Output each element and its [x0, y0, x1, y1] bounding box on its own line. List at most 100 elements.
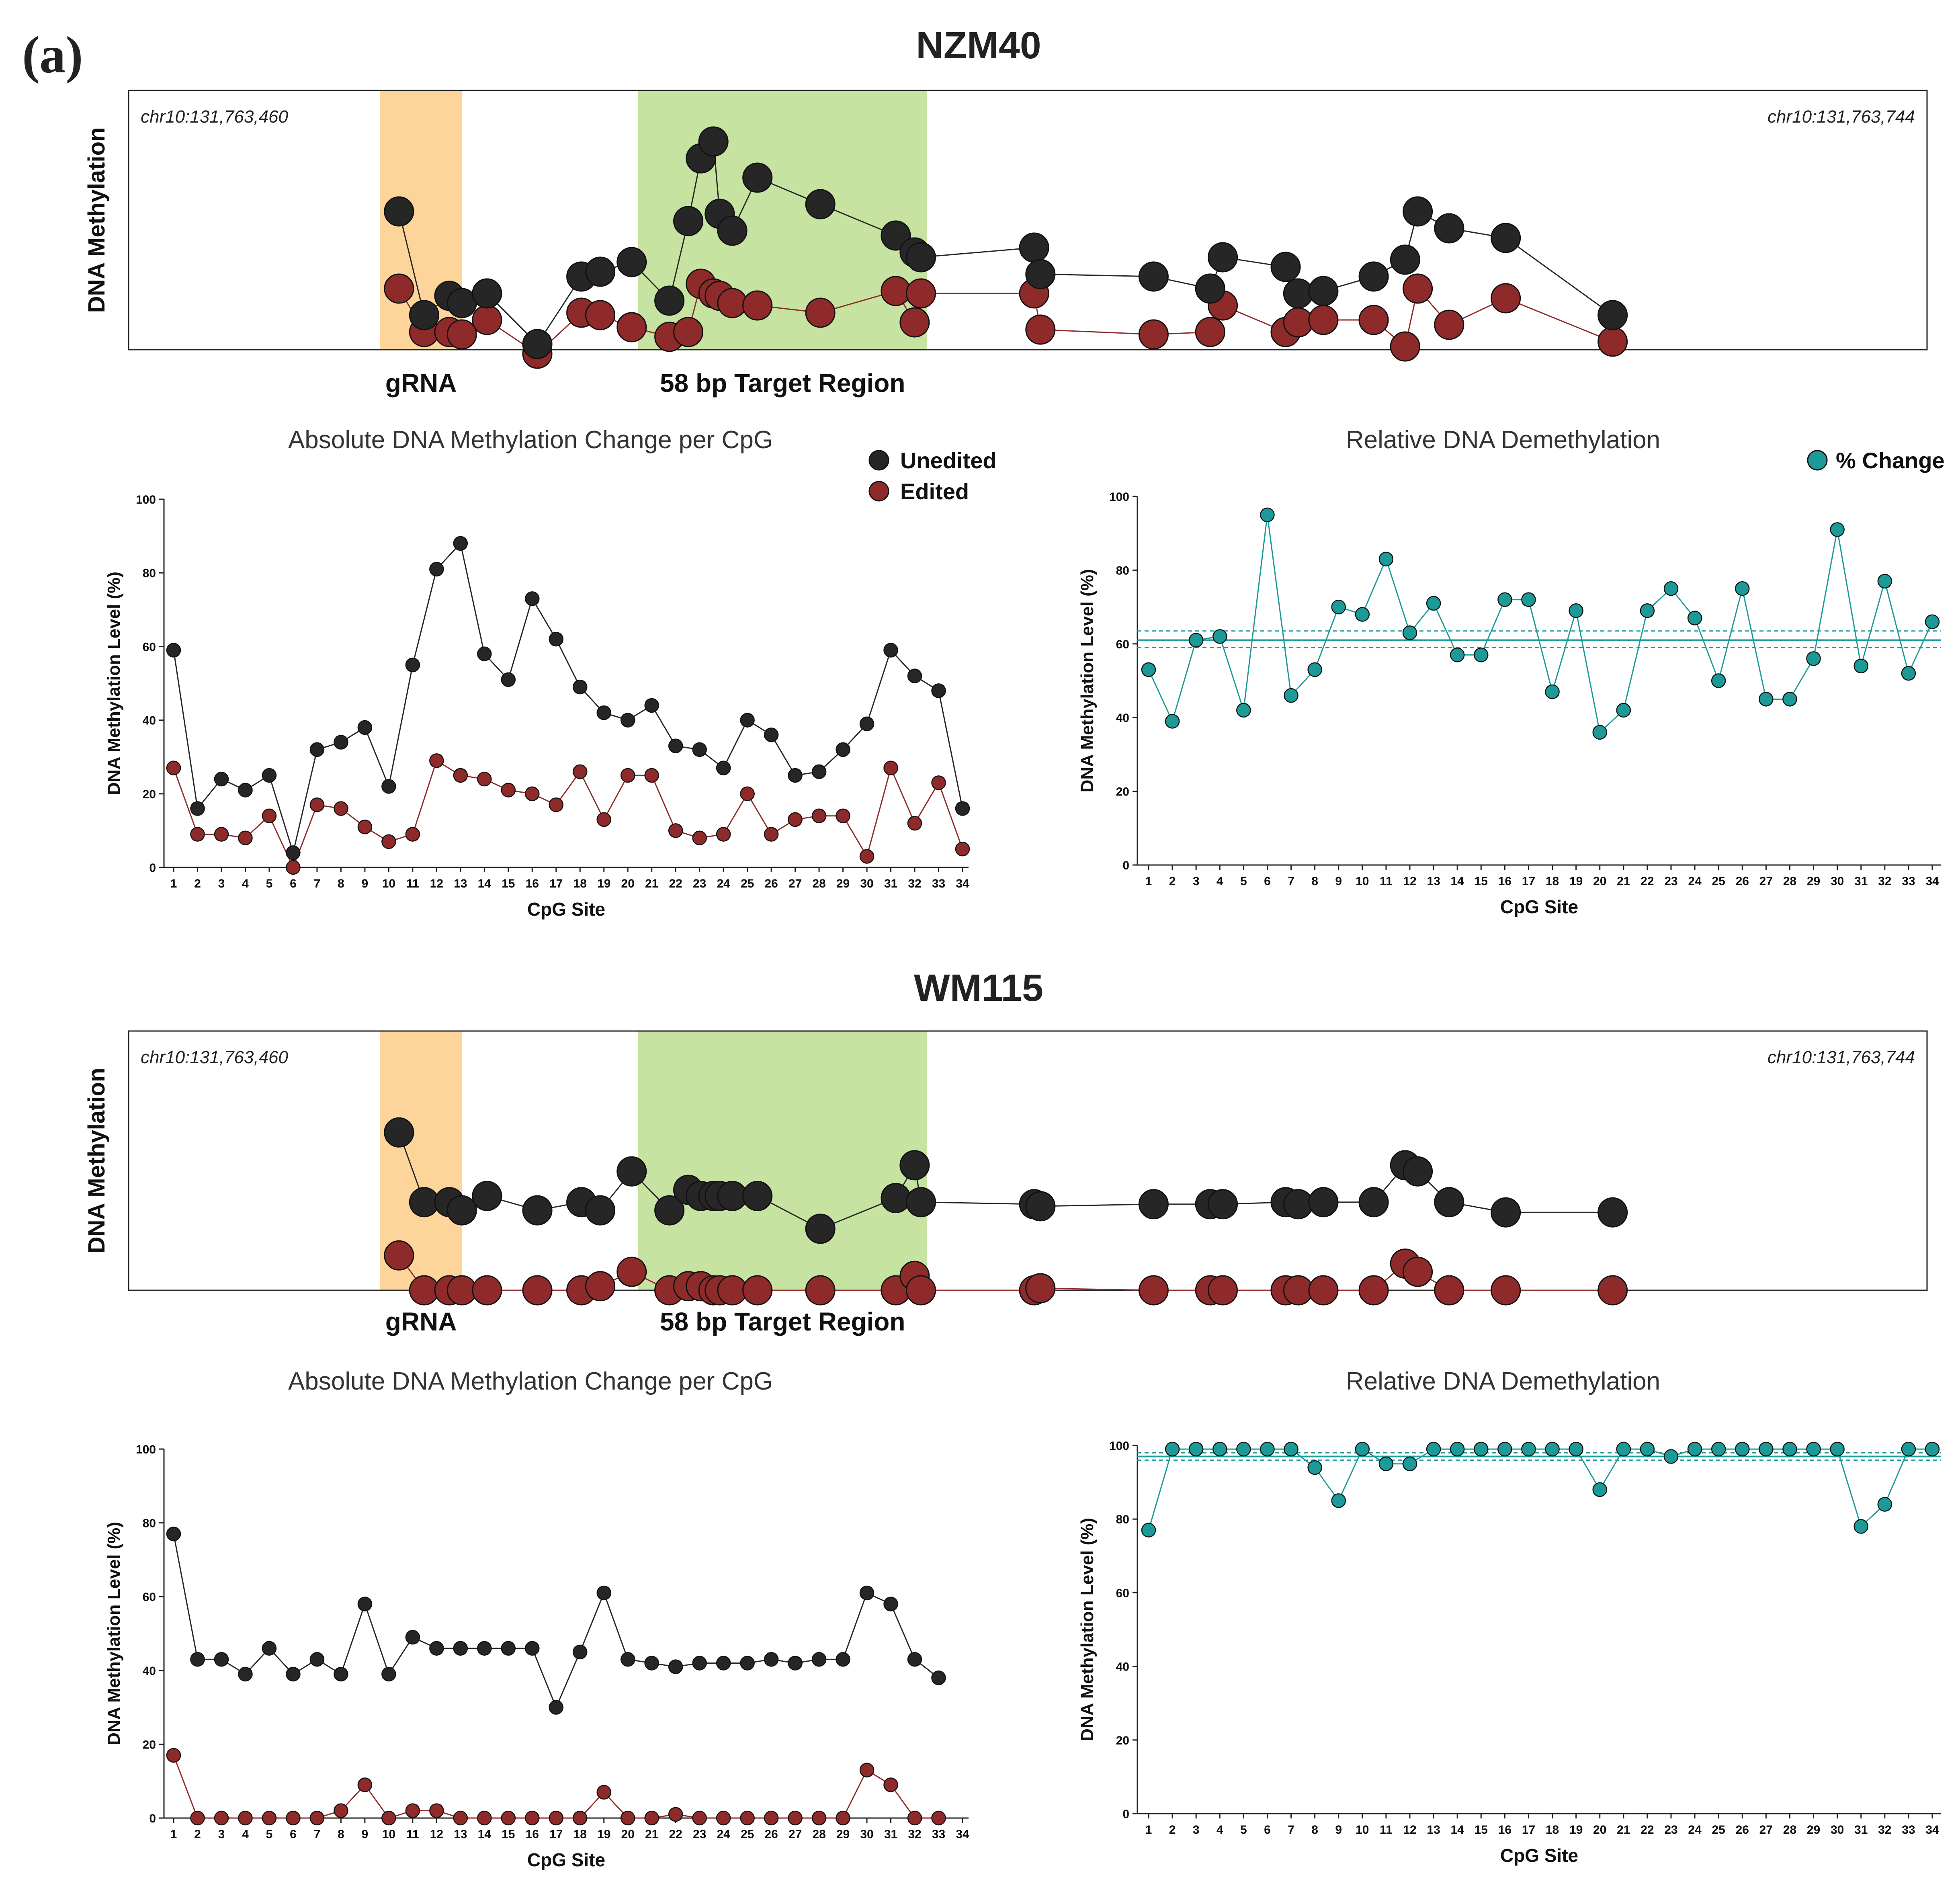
data-point-edited	[644, 1810, 659, 1826]
track-point-edited	[1434, 1275, 1464, 1306]
data-point-edited	[238, 830, 253, 845]
data-point-change	[1497, 592, 1512, 607]
data-point-change	[1711, 673, 1726, 688]
track-point-unedited	[1308, 276, 1339, 306]
y-tick-label: 80	[1116, 1513, 1129, 1526]
x-tick-label: 25	[741, 877, 754, 890]
x-tick-label: 32	[1878, 1823, 1891, 1837]
data-point-unedited	[596, 705, 611, 720]
data-point-change	[1877, 574, 1892, 589]
data-point-edited	[811, 1810, 827, 1826]
data-point-edited	[166, 761, 181, 775]
track-point-unedited	[1019, 232, 1049, 263]
data-point-change	[1877, 1497, 1892, 1512]
data-point-change	[1331, 599, 1346, 615]
data-point-edited	[740, 1810, 755, 1826]
x-tick-label: 13	[1427, 1823, 1440, 1837]
x-tick-label: 33	[1902, 1823, 1915, 1837]
data-point-edited	[692, 830, 707, 845]
data-point-edited	[620, 1810, 635, 1826]
data-point-change	[1426, 596, 1441, 611]
data-point-edited	[668, 823, 683, 838]
track-point-edited	[585, 1271, 616, 1302]
x-tick-label: 4	[1217, 1823, 1223, 1837]
track-point-unedited	[472, 1181, 502, 1211]
chart-title: Relative DNA Demethylation	[1346, 1367, 1660, 1395]
data-point-change	[1687, 611, 1702, 625]
x-tick-label: 6	[290, 1828, 297, 1841]
series-line-unedited	[173, 542, 963, 855]
data-point-edited	[596, 1785, 611, 1800]
track-point-edited	[1403, 273, 1433, 304]
track-point-edited	[1138, 319, 1169, 350]
data-point-unedited	[692, 1656, 707, 1671]
track-line-edited	[398, 1255, 1613, 1291]
x-tick-label: 17	[1522, 1823, 1535, 1837]
x-tick-label: 21	[645, 1828, 658, 1841]
track-point-unedited	[717, 215, 748, 246]
data-point-edited	[907, 1810, 922, 1826]
track-point-unedited	[1308, 1187, 1339, 1218]
x-tick-label: 9	[362, 1828, 369, 1841]
x-tick-label: 4	[242, 877, 249, 890]
data-point-edited	[836, 808, 850, 824]
y-axis-label: DNA Methylation Level (%)	[1077, 569, 1097, 793]
data-point-edited	[286, 860, 301, 875]
data-point-edited	[190, 827, 205, 842]
track-point-unedited	[1208, 242, 1238, 273]
x-tick-label: 7	[1288, 1823, 1294, 1837]
x-tick-label: 10	[382, 1828, 395, 1841]
x-tick-label: 12	[1403, 875, 1416, 888]
data-point-edited	[334, 1803, 348, 1818]
track-point-unedited	[1138, 261, 1169, 292]
track-point-edited	[805, 297, 836, 328]
data-point-unedited	[453, 536, 468, 551]
data-point-change	[1521, 592, 1536, 607]
track-point-unedited	[585, 256, 616, 287]
nzm40-absolute-chart: Absolute DNA Methylation Change per CpG 0…	[104, 426, 970, 920]
data-point-edited	[477, 771, 492, 787]
legend-unedited-label: Unedited	[900, 448, 997, 473]
track-point-unedited	[742, 162, 773, 193]
x-tick-label: 1	[170, 1828, 177, 1841]
data-point-unedited	[429, 1641, 444, 1656]
x-tick-label: 3	[218, 877, 225, 890]
x-tick-label: 16	[526, 877, 539, 890]
data-point-change	[1640, 603, 1655, 618]
data-point-edited	[405, 1803, 420, 1818]
series-line-change	[1148, 1448, 1932, 1531]
x-tick-label: 33	[932, 877, 945, 890]
x-tick-label: 9	[1335, 875, 1342, 888]
x-tick-label: 34	[1925, 1823, 1939, 1837]
x-tick-label: 24	[1688, 875, 1702, 888]
track-point-edited	[384, 273, 414, 304]
data-point-unedited	[955, 801, 970, 816]
data-point-unedited	[572, 1644, 588, 1660]
x-tick-label: 28	[812, 877, 825, 890]
track-point-unedited	[1434, 1187, 1464, 1218]
data-point-unedited	[907, 668, 922, 683]
track-point-edited	[616, 1257, 647, 1287]
y-tick-label: 100	[1109, 1439, 1129, 1453]
data-point-edited	[549, 797, 564, 812]
x-tick-label: 7	[1288, 875, 1294, 888]
data-point-edited	[716, 1810, 731, 1826]
track-point-edited	[585, 300, 616, 330]
data-point-change	[1212, 1441, 1227, 1457]
track-point-edited	[906, 1275, 936, 1306]
data-point-edited	[262, 808, 277, 824]
track-point-unedited	[805, 189, 836, 219]
data-point-unedited	[644, 1656, 659, 1671]
data-point-edited	[692, 1810, 707, 1826]
data-point-unedited	[668, 738, 683, 753]
data-point-unedited	[190, 1652, 205, 1667]
x-tick-label: 22	[1641, 1823, 1654, 1837]
data-point-unedited	[764, 1652, 779, 1667]
track-point-unedited	[1283, 278, 1313, 309]
y-tick-label: 60	[143, 1591, 156, 1604]
track-point-edited	[805, 1275, 836, 1306]
data-point-edited	[764, 1810, 779, 1826]
data-point-change	[1260, 1441, 1275, 1457]
track-point-unedited	[1597, 300, 1628, 330]
